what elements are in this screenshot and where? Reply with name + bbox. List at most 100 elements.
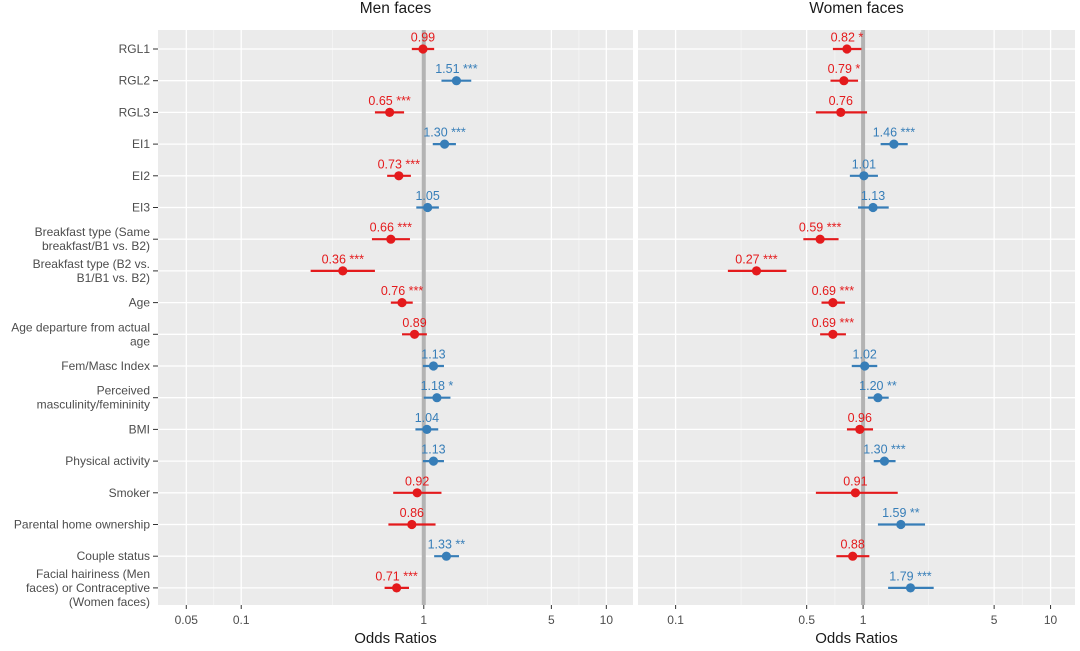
row-label-line: Breakfast type (Same <box>35 225 151 239</box>
row-label: RGL2 <box>119 74 151 88</box>
estimate-row: 0.76 *** <box>381 284 424 308</box>
estimate-point <box>868 202 878 213</box>
row-label-line: Facial hairiness (Men <box>36 567 150 581</box>
estimate-point <box>842 44 852 54</box>
x-axis-label: Odds Ratios <box>815 630 898 646</box>
panel-men: Men faces 0.05 0.1 1 5 10 Odds Ratios 0.99 1.51 … <box>158 0 633 647</box>
x-tick-label: 1 <box>860 613 867 627</box>
row-label-line: breakfast/B1 vs. B2) <box>42 239 150 253</box>
estimate-point <box>423 202 433 213</box>
estimate-label: 0.65 *** <box>368 94 411 108</box>
row-label: Fem/Masc Index <box>61 359 150 373</box>
estimate-point <box>751 266 762 276</box>
estimate-label: 0.96 <box>848 411 872 425</box>
x-tick-label: 0.1 <box>667 613 684 627</box>
estimate-row: 1.13 <box>421 443 446 466</box>
y-axis-labels: RGL1 RGL2 RGL3 EI1 EI2 EI3 Breakfast type (Sam… <box>11 42 158 609</box>
x-tick-label: 5 <box>991 613 998 627</box>
estimate-label: 1.01 <box>852 157 876 171</box>
estimate-label: 0.82 * <box>831 31 864 45</box>
row-label-line: EI2 <box>132 169 150 183</box>
row-label-line: RGL2 <box>119 74 151 88</box>
estimate-point <box>394 171 404 181</box>
estimate-row: 1.51 *** <box>435 62 478 86</box>
row-label: Breakfast type (B2 vs. B1/B1 vs. B2) <box>33 257 150 285</box>
x-axis-label: Odds Ratios <box>354 630 437 646</box>
estimate-row: 0.71 *** <box>375 569 418 593</box>
estimate-label: 0.86 <box>400 506 424 520</box>
estimate-row: 1.05 <box>415 189 440 213</box>
estimate-point <box>451 76 462 86</box>
estimate-point <box>836 107 846 117</box>
row-label-line: Parental home ownership <box>14 518 150 532</box>
row-label-line: Breakfast type (B2 vs. <box>33 257 150 271</box>
row-label: Breakfast type (Same breakfast/B1 vs. B2) <box>35 225 151 253</box>
row-label: Age <box>129 296 151 310</box>
estimate-row: 1.20 ** <box>859 379 897 403</box>
row-label-line: age <box>130 334 150 348</box>
estimate-point <box>896 519 906 530</box>
row-label-line: Age <box>129 296 151 310</box>
estimate-row: 0.86 <box>388 506 436 530</box>
estimate-label: 0.88 <box>841 538 865 552</box>
estimate-label: 0.69 *** <box>812 284 855 298</box>
estimate-row: 0.59 *** <box>799 221 841 244</box>
estimate-point <box>879 456 890 466</box>
estimate-label: 0.92 <box>405 474 429 488</box>
panel-title: Men faces <box>360 0 432 17</box>
estimate-point <box>409 329 420 339</box>
row-label-line: Smoker <box>109 486 150 500</box>
panel-women: Women faces 0.1 0.5 1 5 10 Odds Ratios 0.82 * 0.… <box>638 0 1075 647</box>
estimate-row: 1.59 ** <box>877 506 926 530</box>
row-label: Physical activity <box>65 454 150 468</box>
x-tick-label: 0.1 <box>233 613 250 627</box>
estimate-label: 1.46 *** <box>873 126 916 140</box>
estimate-label: 1.13 <box>861 189 885 203</box>
estimate-label: 0.66 *** <box>370 221 413 235</box>
row-label-line: B1/B1 vs. B2) <box>77 271 150 285</box>
row-label: Age departure from actual age <box>11 320 150 348</box>
x-tick-label: 1 <box>420 613 427 627</box>
row-label: BMI <box>129 422 150 436</box>
estimate-point <box>439 139 450 149</box>
estimate-point <box>860 361 870 371</box>
estimate-point <box>828 329 838 339</box>
estimate-label: 1.18 * <box>421 379 454 393</box>
estimate-row: 1.02 <box>851 348 878 371</box>
estimate-label: 1.13 <box>421 443 445 457</box>
estimate-point <box>828 298 838 308</box>
x-tick-label: 0.05 <box>175 613 199 627</box>
row-label: EI1 <box>132 137 150 151</box>
estimate-row: 0.69 *** <box>812 316 854 339</box>
row-label-line: Age departure from actual <box>11 320 150 334</box>
estimate-point <box>850 488 861 498</box>
row-label: RGL1 <box>119 42 151 56</box>
row-label-line: Perceived <box>97 384 150 398</box>
row-label-line: BMI <box>129 422 150 436</box>
estimate-label: 1.33 ** <box>428 538 466 552</box>
estimate-label: 1.79 *** <box>889 569 932 583</box>
estimate-row: 1.13 <box>421 348 446 371</box>
estimate-row: 1.18 * <box>421 379 454 403</box>
estimate-row: 0.88 <box>836 538 870 561</box>
x-tick-label: 10 <box>1044 613 1058 627</box>
row-label-line: (Women faces) <box>69 595 150 609</box>
estimate-label: 0.71 *** <box>375 569 418 583</box>
estimate-row: 0.92 <box>393 474 442 498</box>
row-label-line: faces) or Contraceptive <box>26 581 150 595</box>
row-label-line: EI3 <box>132 201 150 215</box>
estimate-label: 0.36 *** <box>322 252 365 266</box>
x-tick-label: 0.5 <box>798 613 815 627</box>
estimate-point <box>839 76 849 86</box>
estimate-point <box>889 139 899 149</box>
panel-title: Women faces <box>809 0 904 17</box>
estimate-label: 0.76 *** <box>381 284 424 298</box>
x-tick-label: 10 <box>600 613 614 627</box>
estimate-point <box>428 361 439 371</box>
estimate-label: 1.59 ** <box>882 506 920 520</box>
estimate-point <box>412 488 422 498</box>
estimate-label: 1.30 *** <box>423 126 466 140</box>
estimate-label: 1.04 <box>415 411 439 425</box>
estimate-row: 0.73 *** <box>378 157 420 181</box>
